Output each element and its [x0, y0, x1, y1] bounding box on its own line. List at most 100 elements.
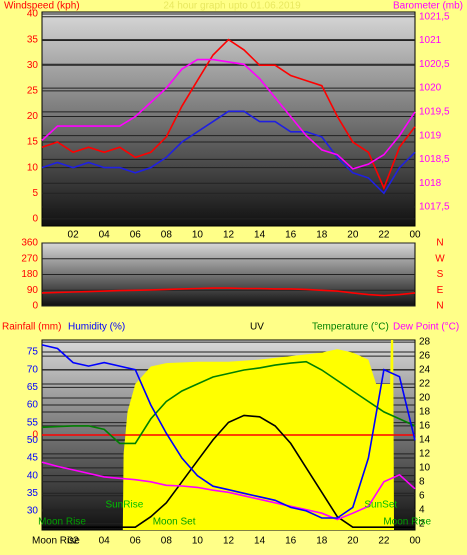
x-tick-label: 02 — [68, 230, 80, 241]
series-line — [41, 461, 416, 521]
y2-tick-label: 1019 — [419, 130, 442, 141]
x-tick-label: 00 — [409, 230, 421, 241]
x-tick-label: 04 — [99, 230, 111, 241]
series-label: Rainfall (mm) — [2, 322, 61, 333]
compass-label: N — [436, 301, 443, 312]
y3-tick-label: 0 — [32, 430, 38, 441]
compass-label: W — [435, 253, 445, 264]
y-tick-label: 360 — [21, 238, 38, 249]
x-tick-label: 20 — [347, 536, 359, 547]
y2-axis-label: Barometer (mb) — [393, 1, 463, 12]
y2-tick-label: 4 — [419, 504, 425, 515]
y-tick-label: 30 — [27, 60, 39, 71]
y-tick-label: 5 — [32, 188, 38, 199]
y-tick-label: 30 — [27, 506, 39, 517]
annotation: SunSet — [364, 500, 397, 511]
y-tick-label: 0 — [32, 213, 38, 224]
x-tick-label: 10 — [192, 536, 204, 547]
x-tick-label: 12 — [223, 230, 235, 241]
y-tick-label: 0 — [32, 301, 38, 312]
x-tick-label: 06 — [130, 230, 142, 241]
y2-tick-label: 20 — [419, 393, 431, 404]
x-tick-label: 18 — [316, 536, 328, 547]
y-tick-label: 55 — [27, 417, 39, 428]
x-tick-label: 02 — [68, 536, 80, 547]
x-tick-label: 20 — [347, 230, 359, 241]
x-tick-label: 10 — [192, 230, 204, 241]
y2-tick-label: 28 — [419, 337, 431, 348]
x-axis-label: Moon Rise — [32, 536, 80, 547]
x-tick-label: 18 — [316, 230, 328, 241]
compass-label: E — [437, 285, 444, 296]
series-label: UV — [250, 322, 264, 333]
x-tick-label: 08 — [161, 536, 173, 547]
series-label: Humidity (%) — [68, 322, 125, 333]
y2-tick-label: 1017,5 — [419, 202, 450, 213]
y-tick-label: 70 — [27, 364, 39, 375]
y-tick-label: 35 — [27, 488, 39, 499]
y2-tick-label: 2 — [419, 518, 425, 529]
x-tick-label: 08 — [161, 230, 173, 241]
y2-tick-label: 26 — [419, 351, 431, 362]
annotation: Moon Set — [153, 517, 196, 528]
y2-tick-label: 10 — [419, 462, 431, 473]
series-label: Temperature (°C) — [312, 322, 389, 333]
chart-title: 24 hour graph upto 01.06.2019 — [163, 1, 301, 12]
x-tick-label: 16 — [285, 536, 297, 547]
series-line — [41, 58, 416, 170]
y2-tick-label: 18 — [419, 407, 431, 418]
plot-area — [41, 11, 416, 227]
x-tick-label: 22 — [378, 536, 390, 547]
x-tick-label: 16 — [285, 230, 297, 241]
y2-tick-label: 12 — [419, 449, 431, 460]
y-tick-label: 180 — [21, 269, 38, 280]
y-tick-label: 40 — [27, 9, 39, 20]
series-line — [42, 414, 415, 529]
y-tick-label: 35 — [27, 34, 39, 45]
x-tick-label: 14 — [254, 230, 266, 241]
y2-tick-label: 1021,5 — [419, 11, 450, 22]
y2-tick-label: 1018,5 — [419, 154, 450, 165]
annotation: Moon Rise — [38, 517, 86, 528]
y-tick-label: 60 — [27, 400, 39, 411]
series-label: Dew Point (°C) — [393, 322, 459, 333]
y-tick-label: 90 — [27, 285, 39, 296]
series-line — [41, 38, 416, 191]
y2-tick-label: 1019,5 — [419, 107, 450, 118]
compass-label: S — [437, 269, 444, 280]
y-tick-label: 40 — [27, 470, 39, 481]
y-axis-label: Windspeed (kph) — [4, 1, 80, 12]
series-line — [41, 344, 416, 519]
x-tick-label: 22 — [378, 230, 390, 241]
x-tick-label: 14 — [254, 536, 266, 547]
x-tick-label: 00 — [409, 536, 421, 547]
y2-tick-label: 1018 — [419, 178, 442, 189]
y-tick-label: 10 — [27, 162, 39, 173]
annotation: SunRise — [105, 500, 143, 511]
y2-tick-label: 1021 — [419, 35, 442, 46]
y2-tick-label: 14 — [419, 435, 431, 446]
series-line — [41, 287, 416, 297]
y-tick-label: 270 — [21, 253, 38, 264]
y2-tick-label: 16 — [419, 421, 431, 432]
x-tick-label: 12 — [223, 536, 235, 547]
annotation: Moon Rise — [383, 517, 431, 528]
y2-tick-label: 8 — [419, 476, 425, 487]
y2-tick-label: 22 — [419, 379, 431, 390]
y2-tick-label: 6 — [419, 490, 425, 501]
y-tick-label: 45 — [27, 453, 39, 464]
y-tick-label: 75 — [27, 347, 39, 358]
x-tick-label: 04 — [99, 536, 111, 547]
y-tick-label: 50 — [27, 435, 39, 446]
y2-tick-label: 1020 — [419, 83, 442, 94]
y-tick-label: 20 — [27, 111, 39, 122]
y2-tick-label: 24 — [419, 365, 431, 376]
y-tick-label: 15 — [27, 137, 39, 148]
y2-tick-label: 1020,5 — [419, 59, 450, 70]
series-line — [41, 110, 416, 195]
x-tick-label: 06 — [130, 536, 142, 547]
series-line — [41, 360, 416, 445]
y-tick-label: 65 — [27, 382, 39, 393]
compass-label: N — [436, 238, 443, 249]
